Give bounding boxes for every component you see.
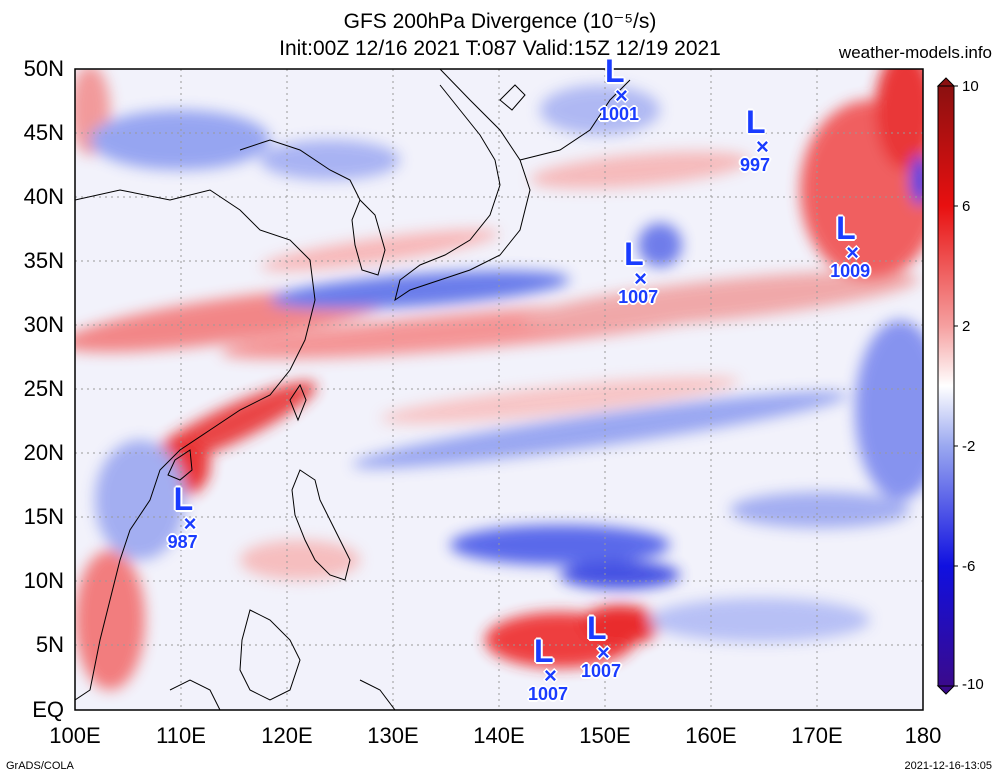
low-symbol: L [746,103,766,140]
colorbar-top-cap [936,77,956,87]
lon-label: 180 [904,723,942,748]
low-pressure-marker: L × 1001 [599,52,639,123]
low-pressure-value: 1007 [618,286,659,307]
divergence-field [75,69,923,710]
low-pressure-marker: L × 987 [168,480,198,551]
lat-label: 50N [23,56,64,81]
lat-label: 40N [23,184,64,209]
lat-label: 20N [23,440,64,465]
low-center-icon: × [544,663,557,689]
lon-label: 100E [49,723,101,748]
lat-label: 5N [35,632,64,657]
lon-label: 130E [367,723,419,748]
low-pressure-value: 997 [740,154,771,175]
low-pressure-value: 1007 [528,684,569,705]
low-pressure-value: 1009 [830,261,871,282]
low-center-icon: × [183,510,197,536]
lon-label: 140E [473,723,525,748]
low-pressure-value: 1001 [599,103,640,124]
coastlines [75,69,631,710]
site-credit: weather-models.info [838,43,992,62]
lat-label: 35N [23,248,64,273]
lon-label: 120E [261,723,313,748]
lat-label: 10N [23,568,64,593]
low-pressure-value: 987 [167,531,198,552]
lat-label: EQ [32,697,64,722]
low-symbol: L [624,235,644,272]
colorbar-label: -6 [962,558,976,575]
footer-credit: GrADS/COLA [6,760,74,772]
lon-label: 170E [791,723,843,748]
lon-label: 160E [685,723,737,748]
lon-label: 110E [156,723,206,748]
lat-label: 45N [23,120,64,145]
colorbar-bottom-cap [936,685,956,695]
low-pressure-value: 1007 [581,661,622,682]
low-symbol: L [173,480,194,517]
lat-label: 25N [23,376,64,401]
lat-label: 15N [23,504,64,529]
low-symbol: L [836,210,856,247]
footer-timestamp: 2021-12-16-13:05 [904,760,992,772]
colorbar [937,85,955,687]
chart-title-line2: Init:00Z 12/16 2021 T:087 Valid:15Z 12/1… [279,37,721,60]
colorbar-label: 10 [962,78,979,95]
colorbar-label: -2 [962,438,976,455]
low-pressure-marker: L × 1007 [581,610,621,680]
lat-label: 30N [23,312,64,337]
low-center-icon: × [756,133,769,159]
low-pressure-marker: L × 1009 [830,210,870,280]
colorbar-label: -10 [962,676,984,693]
low-pressure-marker: L × 1007 [618,235,658,306]
low-symbol: L [605,52,625,89]
low-pressure-marker: L × 1007 [528,633,568,703]
colorbar-label: 6 [962,198,971,215]
low-pressure-marker: L × 997 [740,103,770,174]
chart-title-line1: GFS 200hPa Divergence (10⁻⁵/s) [343,10,657,33]
colorbar-label: 2 [962,318,971,335]
low-symbol: L [587,610,607,647]
graticule [75,69,923,710]
map-frame [74,68,924,711]
low-center-icon: × [597,640,610,666]
low-center-icon: × [615,82,628,108]
colorbar-ticks [954,85,958,687]
low-center-icon: × [846,240,859,266]
low-symbol: L [534,633,554,670]
lon-label: 150E [579,723,631,748]
low-center-icon: × [634,265,647,291]
